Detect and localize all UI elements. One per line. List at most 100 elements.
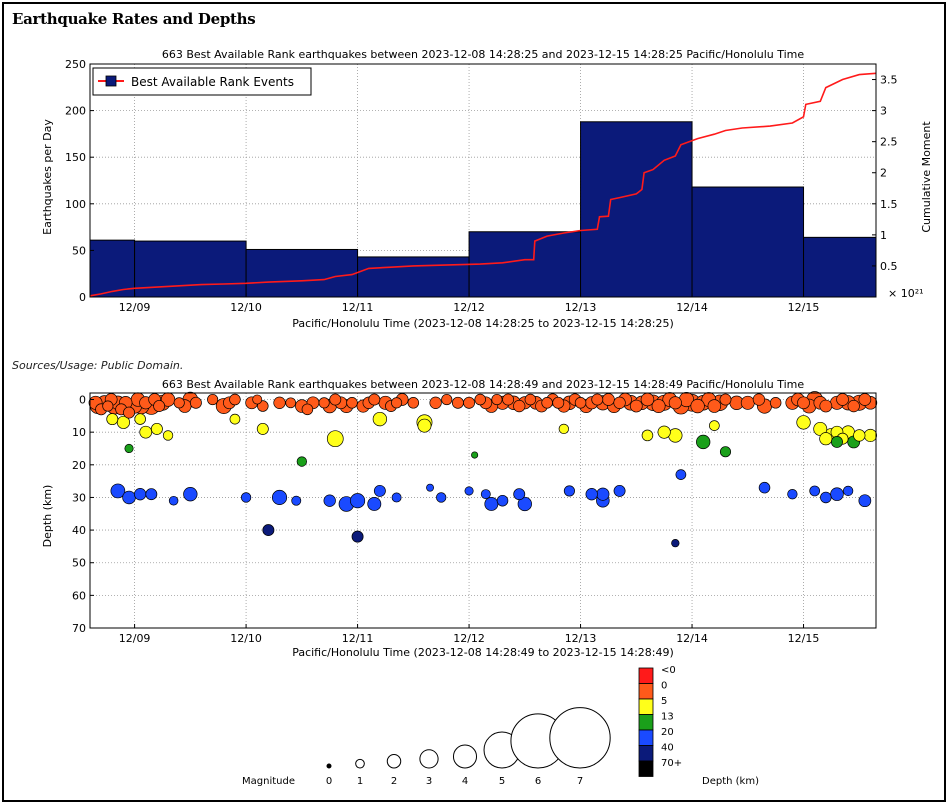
earthquake-point	[372, 411, 388, 427]
earthquake-point	[836, 393, 849, 406]
earthquake-point	[853, 429, 866, 442]
earthquake-point	[326, 430, 344, 448]
earthquake-point	[797, 396, 810, 410]
earthquake-point	[758, 481, 771, 494]
earthquake-point	[373, 484, 386, 497]
depth-legend-swatch	[638, 745, 654, 762]
earthquake-point	[417, 418, 432, 433]
earthquake-point	[480, 489, 491, 500]
rate-y2-tick-label: 0.5	[880, 260, 898, 273]
earthquake-point	[675, 469, 687, 480]
depth-chart-title: 663 Best Available Rank earthquakes betw…	[162, 378, 805, 391]
rate-bar	[245, 248, 359, 298]
earthquake-point	[668, 396, 682, 410]
magnitude-legend-circle	[549, 707, 611, 769]
earthquake-point	[240, 492, 252, 503]
magnitude-legend-circle	[355, 758, 365, 769]
rate-x-tick-label: 12/12	[453, 301, 485, 314]
earthquake-point	[296, 456, 307, 467]
earthquake-point	[229, 413, 241, 425]
earthquake-point	[847, 399, 860, 413]
depth-legend-label: 5	[661, 696, 667, 707]
earthquake-point	[451, 396, 464, 409]
earthquake-point	[367, 497, 382, 511]
earthquake-point	[464, 486, 474, 496]
depth-x-tick-label: 12/12	[453, 632, 485, 645]
rate-y2-tick-label: 1.5	[880, 198, 898, 211]
earthquake-point	[563, 485, 575, 497]
depth-legend-label: <0	[661, 665, 676, 676]
earthquake-point	[463, 396, 476, 409]
depth-legend-label: 40	[661, 743, 674, 754]
depth-y-tick-label: 30	[72, 491, 86, 504]
rate-x-tick-label: 12/15	[788, 301, 820, 314]
depth-y-tick-label: 50	[72, 557, 86, 570]
earthquake-point	[740, 395, 755, 410]
magnitude-legend-label: 1	[357, 776, 363, 787]
earthquake-point	[651, 399, 666, 414]
earthquake-point	[346, 397, 358, 409]
earthquake-point	[719, 446, 732, 458]
depth-legend-swatch	[638, 714, 654, 731]
depth-legend-label: 0	[661, 681, 667, 692]
rate-y2-tick-label: 2.5	[880, 136, 898, 149]
rate-x-tick-label: 12/10	[230, 301, 262, 314]
earthquake-point	[796, 415, 811, 430]
rate-y-tick-label: 50	[72, 244, 86, 257]
earthquake-point	[323, 494, 336, 507]
rate-x-tick-label: 12/14	[676, 301, 708, 314]
earthquake-point	[831, 436, 843, 448]
earthquake-point	[708, 420, 720, 431]
earthquake-point	[162, 430, 174, 441]
earthquake-point	[391, 492, 402, 503]
earthquake-point	[641, 429, 654, 442]
rate-x-axis-label: Pacific/Honolulu Time (2023-12-08 14:28:…	[292, 317, 674, 330]
earthquake-point	[591, 393, 604, 406]
depth-legend-swatch	[638, 667, 654, 684]
magnitude-legend-label: 6	[535, 776, 541, 787]
earthquake-point	[787, 489, 798, 500]
depth-y-tick-label: 20	[72, 459, 86, 472]
rate-y2-tick-label: 3	[880, 105, 887, 118]
page-title: Earthquake Rates and Depths	[12, 10, 256, 28]
earthquake-point	[629, 399, 643, 413]
magnitude-legend-circle	[419, 749, 439, 769]
earthquake-point	[168, 495, 179, 506]
depth-plot-border	[89, 392, 877, 629]
earthquake-point	[819, 432, 833, 446]
earthquake-point	[640, 392, 655, 407]
earthquake-point	[858, 494, 872, 508]
legend-label: Best Available Rank Events	[131, 75, 294, 89]
depth-legend-swatch	[638, 698, 654, 715]
magnitude-legend-circle	[386, 754, 402, 769]
depth-y-tick-label: 40	[72, 524, 86, 537]
earthquake-point	[484, 497, 499, 511]
rate-y-tick-label: 0	[79, 291, 86, 304]
magnitude-legend-label: 3	[426, 776, 432, 787]
earthquake-point	[329, 393, 342, 406]
depth-legend-label: 70+	[661, 758, 682, 769]
earthquake-point	[671, 538, 680, 548]
magnitude-legend-circle	[452, 744, 478, 769]
depth-y-axis-label: Depth (km)	[41, 485, 54, 548]
earthquake-point	[809, 485, 821, 497]
rate-x-tick-label: 12/11	[342, 301, 374, 314]
depth-y-tick-label: 0	[79, 394, 86, 407]
earthquake-point	[541, 397, 553, 409]
depth-x-tick-label: 12/15	[788, 632, 820, 645]
depth-x-tick-label: 12/09	[119, 632, 151, 645]
earthquake-point	[496, 494, 509, 507]
earthquake-point	[350, 493, 366, 509]
rate-bar	[803, 236, 877, 298]
depth-x-tick-label: 12/13	[565, 632, 597, 645]
earthquake-point	[134, 488, 147, 501]
earthquake-point	[189, 396, 202, 409]
earthquake-point	[291, 495, 302, 506]
earthquake-point	[596, 487, 610, 501]
depth-chart: 663 Best Available Rank earthquakes betw…	[41, 378, 878, 787]
earthquake-point	[145, 488, 158, 501]
earthquake-point	[271, 489, 288, 505]
earthquake-point	[139, 425, 153, 439]
earthquake-point	[574, 397, 587, 409]
earthquake-point	[696, 434, 711, 450]
